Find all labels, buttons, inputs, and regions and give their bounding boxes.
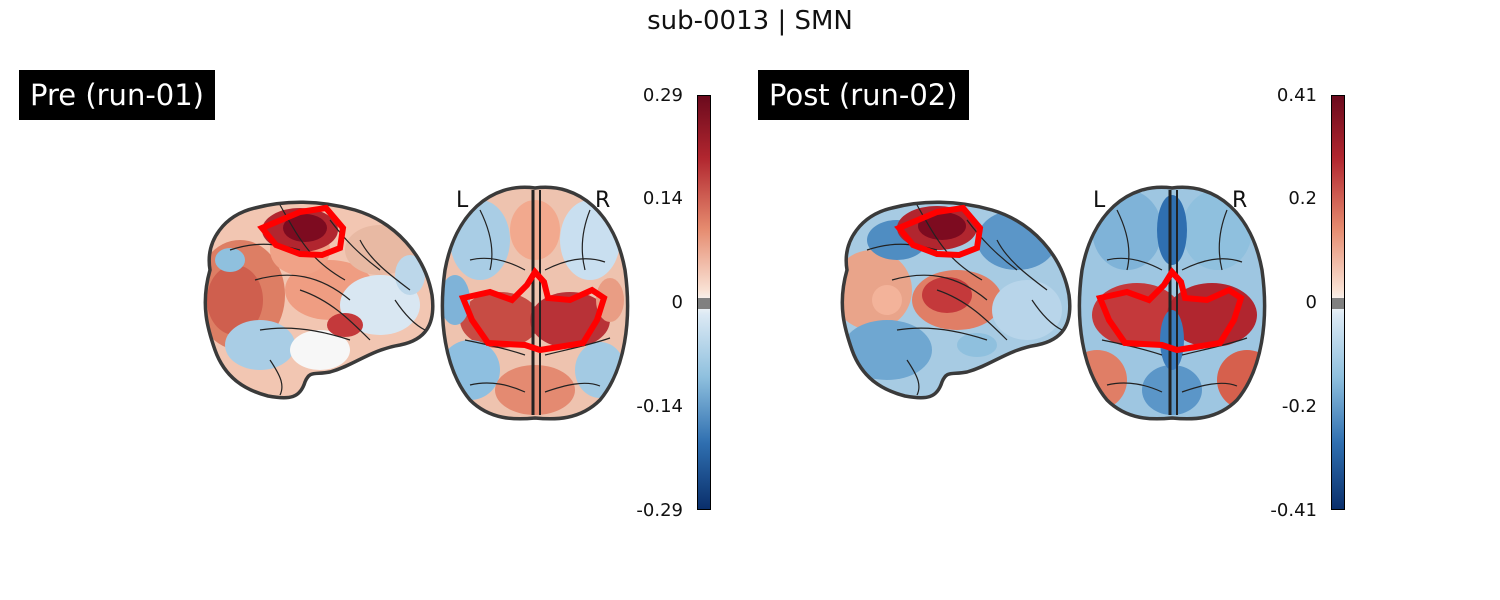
glass-brain-pre [203,185,630,421]
axial-outline [1077,185,1267,421]
glass-brain-post [840,185,1267,421]
axial-left-label: L [456,188,469,213]
sagittal-heatmap [205,202,433,398]
roi-outline-axial [458,267,608,354]
colorbar-zero-band [698,298,710,309]
panel-label: Pre (run-01) [19,70,215,120]
panel-post: Post (run-02) [637,0,1345,600]
roi-outline-sagittal [257,204,347,259]
axial-left-label: L [1093,188,1106,213]
figure-title: sub-0013 | SMN [647,6,853,36]
sagittal-heatmap [842,202,1070,398]
sagittal-outline [840,200,1072,400]
axial-outline [440,185,630,421]
colorbar-tick: -0.29 [636,500,683,521]
axial-right-label: R [595,188,611,213]
colorbar-tick: 0.41 [1276,85,1317,106]
colorbar-zero-band [1332,298,1344,309]
colorbar-pre [697,95,711,510]
roi-outline-sagittal [894,204,984,259]
colorbar-tick: -0.14 [636,396,683,417]
colorbar-tick: -0.41 [1270,500,1317,521]
panel-pre: Pre (run-01) [0,0,711,600]
colorbar-tick: 0.29 [642,85,683,106]
colorbar-tick: 0 [671,292,683,313]
colorbar-tick: 0.2 [1288,188,1317,209]
colorbar-tick: 0.14 [642,188,683,209]
roi-outline-axial [1095,267,1245,354]
colorbar-post [1331,95,1345,510]
colorbar-tick: -0.2 [1281,396,1317,417]
colorbar-tick: 0 [1305,292,1317,313]
axial-right-label: R [1232,188,1248,213]
panel-label: Post (run-02) [758,70,969,120]
